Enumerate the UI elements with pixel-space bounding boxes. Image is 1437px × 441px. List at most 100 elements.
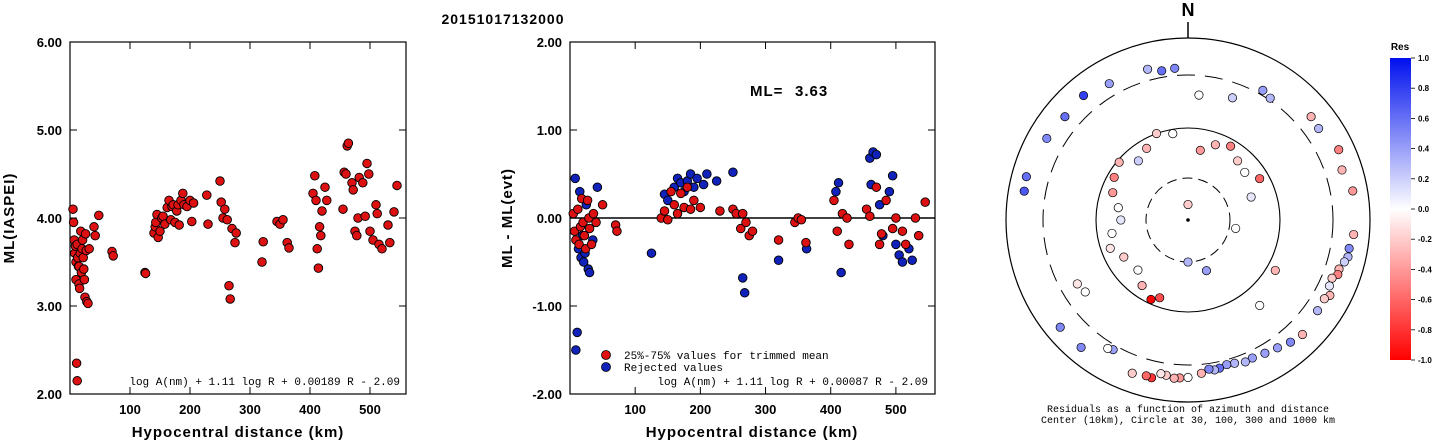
station-point [1072,279,1082,289]
data-point [224,281,234,291]
station-point [1349,229,1359,240]
accepted-point [685,204,696,214]
colorbar-tick-label: 0.4 [1418,145,1430,154]
station-point [1119,252,1129,262]
y-tick-label: 3.00 [37,299,62,314]
rejected-point [891,239,901,250]
colorbar-tick-label: -0.4 [1418,265,1432,274]
station-point [1319,294,1329,304]
data-point [83,298,93,309]
station-point [1240,357,1250,367]
station-point [1255,300,1265,311]
x-tick-label: 500 [885,402,907,417]
accepted-point [612,226,622,236]
data-point [316,230,326,241]
residual-y-ticks: -2.00 -1.00 0.00 1.00 2.00 [532,35,935,402]
rejected-point [692,173,702,184]
data-point [230,237,240,248]
station-points [1019,63,1359,383]
station-point [1312,306,1323,316]
station-point [1168,129,1178,139]
accepted-point [582,195,593,206]
data-point [352,230,362,241]
data-point [202,190,212,200]
accepted-point [910,213,921,223]
data-point [155,226,165,236]
data-point [371,200,381,210]
accepted-point [579,230,590,241]
data-point [312,244,322,254]
station-point [1324,281,1334,291]
station-point [1272,343,1283,353]
data-point [372,208,382,219]
accepted-point [741,217,751,228]
ml-label: ML= [750,83,783,100]
magnitude-x-ticks: 100 200 300 400 500 [119,42,381,417]
station-point [1226,141,1236,151]
accepted-point [695,202,706,213]
data-point [257,257,267,267]
data-point [71,358,82,368]
rejected-point [737,273,748,283]
north-label: N [1182,0,1195,20]
legend-rejected-label: Rejected values [624,363,723,375]
accepted-point [913,230,924,241]
magnitude-points [68,138,402,386]
data-point [79,264,89,274]
station-point [1141,371,1151,381]
x-tick-label: 200 [179,402,201,417]
accepted-point [842,213,852,223]
data-point [341,169,351,179]
colorbar-tick-label: -0.2 [1418,235,1432,244]
accepted-point [773,235,784,245]
rejected-point [685,169,696,179]
station-point [1229,358,1240,368]
station-point [1265,93,1275,103]
data-point [348,185,358,195]
station-point [1348,186,1358,196]
data-point [343,138,354,148]
circle-100km [1095,127,1281,313]
x-tick-label: 500 [359,402,381,417]
colorbar-title: Res [1391,42,1410,53]
accepted-point [801,237,811,248]
accepted-point [591,217,601,228]
station-point [1204,364,1214,374]
colorbar-tick-label: -1.0 [1418,356,1432,365]
accepted-point [584,223,595,234]
station-point [1183,199,1193,210]
station-point [1247,353,1257,363]
accepted-point [881,195,891,206]
accepted-point [747,226,758,236]
rejected-point [711,176,722,186]
accepted-point [672,208,683,219]
residual-x-ticks: 100 200 300 400 500 [624,42,907,417]
rejected-point [831,186,841,197]
legend-accepted-marker [601,350,611,360]
station-point [1019,186,1029,196]
colorbar-tick-label: 0.2 [1418,175,1430,184]
colorbar-tick-label: -0.6 [1418,296,1432,305]
data-point [377,244,387,254]
rejected-point [874,200,885,210]
station-point [1240,167,1250,177]
data-point [365,226,375,236]
station-point [1339,257,1349,267]
y-tick-label: -1.00 [532,299,562,314]
station-point [1196,368,1206,378]
accepted-point [597,200,608,210]
station-point [1194,90,1204,100]
station-point [1231,223,1241,233]
data-point [317,206,327,216]
accepted-point [829,195,839,206]
station-point [1183,372,1193,383]
accepted-point [897,226,908,236]
y-tick-label: 2.00 [537,35,562,50]
rejected-point [907,255,917,265]
station-point [1055,322,1065,332]
colorbar-tick-label: 0.0 [1418,205,1430,214]
station-point [1314,123,1324,134]
polar-caption-line2: Center (10km), Circle at 30, 100, 300 an… [1041,415,1335,427]
accepted-point [736,223,746,234]
station-point [1114,157,1124,167]
